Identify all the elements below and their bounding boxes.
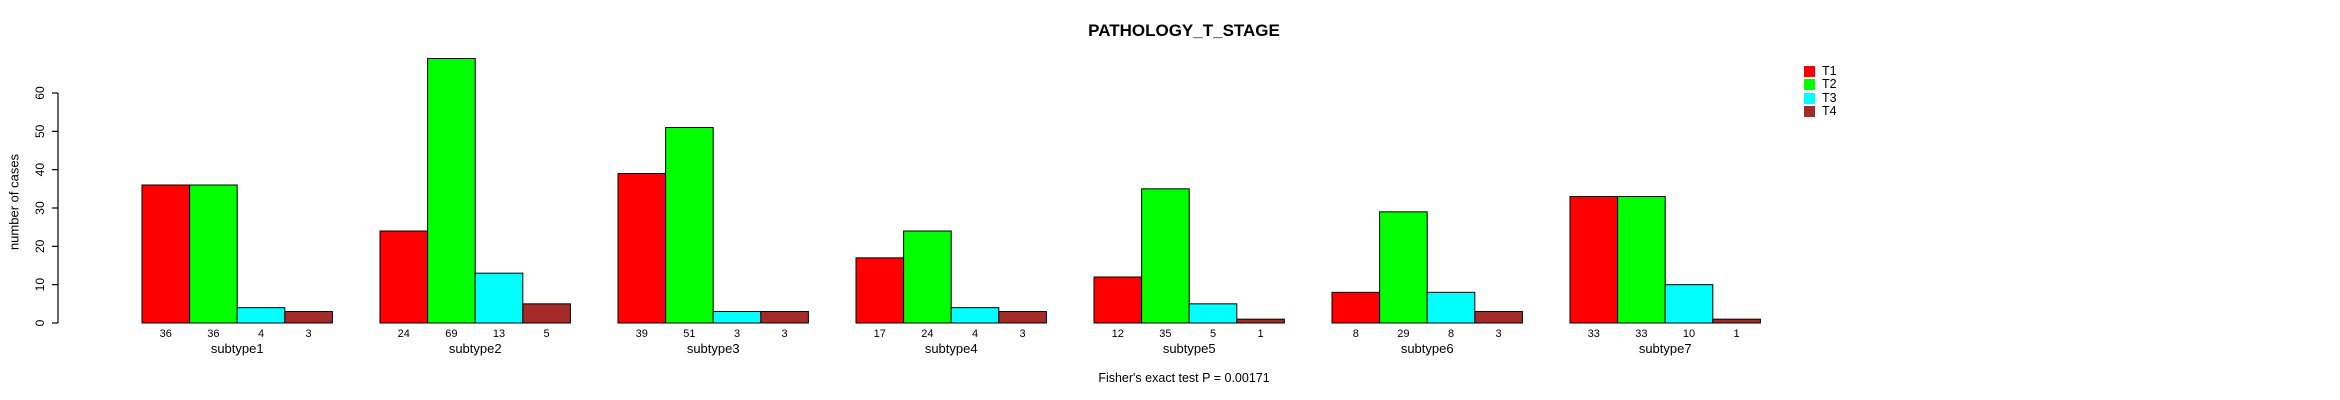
x-category-label-subtype3: subtype3 <box>687 341 740 356</box>
x-category-label-subtype6: subtype6 <box>1401 341 1454 356</box>
bar-value-label: 29 <box>1397 328 1409 340</box>
bar-t1-subtype2 <box>379 230 429 324</box>
bar-t2-subtype2 <box>427 58 476 324</box>
bar-value-label: 3 <box>306 328 312 340</box>
bar-value-label: 36 <box>160 328 172 340</box>
bar-t1-subtype7 <box>1569 196 1619 324</box>
bar-t2-subtype7 <box>1617 196 1666 324</box>
bar-t3-subtype2 <box>474 272 524 324</box>
legend-item-t2: T2 <box>1804 77 1837 92</box>
legend-item-t4: T4 <box>1804 104 1837 119</box>
y-axis-tick-label: 10 <box>33 278 47 292</box>
legend-label-t2: T2 <box>1822 77 1837 92</box>
bar-value-label: 17 <box>874 328 886 340</box>
legend-swatch-t3 <box>1804 92 1815 104</box>
bar-value-label: 3 <box>734 328 740 340</box>
legend-label-t1: T1 <box>1822 64 1837 78</box>
bar-value-label: 51 <box>683 328 695 340</box>
bar-t4-subtype3 <box>760 311 809 324</box>
bar-t1-subtype5 <box>1093 276 1143 324</box>
legend-swatch-t4 <box>1804 106 1815 118</box>
bar-value-label: 4 <box>258 328 264 340</box>
bar-t4-subtype2 <box>522 303 571 324</box>
bar-t4-subtype7 <box>1712 318 1761 324</box>
bar-t4-subtype4 <box>998 311 1047 324</box>
bar-value-label: 5 <box>544 328 550 340</box>
bar-value-label: 24 <box>921 328 933 340</box>
legend-label-t3: T3 <box>1822 90 1837 105</box>
bar-value-label: 8 <box>1353 328 1359 340</box>
bar-value-label: 8 <box>1448 328 1454 340</box>
y-axis-tick-label: 20 <box>33 239 47 253</box>
bar-value-label: 69 <box>445 328 457 340</box>
bar-value-label: 36 <box>207 328 219 340</box>
bar-value-label: 4 <box>972 328 978 340</box>
y-axis-tick-label: 30 <box>33 201 47 215</box>
bar-value-label: 35 <box>1159 328 1171 340</box>
bar-t1-subtype6 <box>1331 291 1381 324</box>
legend: T1 T2 T3 T4 <box>1804 64 1837 119</box>
y-axis-tick-label: 60 <box>33 86 47 100</box>
legend-swatch-t2 <box>1804 79 1815 91</box>
bar-value-label: 33 <box>1635 328 1647 340</box>
bar-value-label: 3 <box>1020 328 1026 340</box>
bar-t3-subtype5 <box>1188 303 1238 324</box>
bar-t3-subtype6 <box>1426 291 1476 324</box>
bar-t1-subtype1 <box>141 184 191 324</box>
bar-t4-subtype6 <box>1474 311 1523 324</box>
bar-value-label: 39 <box>636 328 648 340</box>
x-category-label-subtype4: subtype4 <box>925 341 978 356</box>
bar-value-label: 5 <box>1210 328 1216 340</box>
x-category-label-subtype2: subtype2 <box>449 341 502 356</box>
bar-value-label: 13 <box>493 328 505 340</box>
legend-item-t3: T3 <box>1804 90 1837 105</box>
bar-t3-subtype3 <box>712 311 762 324</box>
legend-swatch-t1 <box>1804 66 1815 77</box>
bar-t2-subtype6 <box>1379 211 1428 324</box>
y-axis-tick-label: 0 <box>33 319 47 326</box>
bar-t4-subtype1 <box>284 311 333 324</box>
annotation-fisher-test: Fisher's exact test P = 0.00171 <box>1098 371 1270 385</box>
chart-title: PATHOLOGY_T_STAGE <box>1088 21 1280 40</box>
bar-t3-subtype7 <box>1664 284 1714 324</box>
bar-t1-subtype4 <box>855 257 905 324</box>
bar-value-label: 1 <box>1258 328 1264 340</box>
x-category-label-subtype7: subtype7 <box>1639 341 1692 356</box>
x-category-label-subtype5: subtype5 <box>1163 341 1216 356</box>
bar-value-label: 3 <box>782 328 788 340</box>
bar-value-label: 24 <box>398 328 410 340</box>
bar-t2-subtype5 <box>1141 188 1190 324</box>
legend-item-t1: T1 <box>1804 64 1837 78</box>
bar-t4-subtype5 <box>1236 318 1285 324</box>
bar-t1-subtype3 <box>617 173 667 324</box>
bar-t2-subtype1 <box>189 184 238 324</box>
bar-value-label: 12 <box>1112 328 1124 340</box>
legend-label-t4: T4 <box>1822 104 1837 119</box>
bar-value-label: 1 <box>1734 328 1740 340</box>
bar-value-label: 10 <box>1683 328 1695 340</box>
x-category-label-subtype1: subtype1 <box>211 341 264 356</box>
bar-value-label: 3 <box>1496 328 1502 340</box>
y-axis-tick-label: 40 <box>33 163 47 177</box>
bar-value-label: 33 <box>1588 328 1600 340</box>
bar-t3-subtype1 <box>236 307 286 324</box>
bar-t2-subtype4 <box>903 230 952 324</box>
bar-t3-subtype4 <box>950 307 1000 324</box>
y-axis-tick-label: 50 <box>33 124 47 138</box>
bar-t2-subtype3 <box>665 127 714 324</box>
